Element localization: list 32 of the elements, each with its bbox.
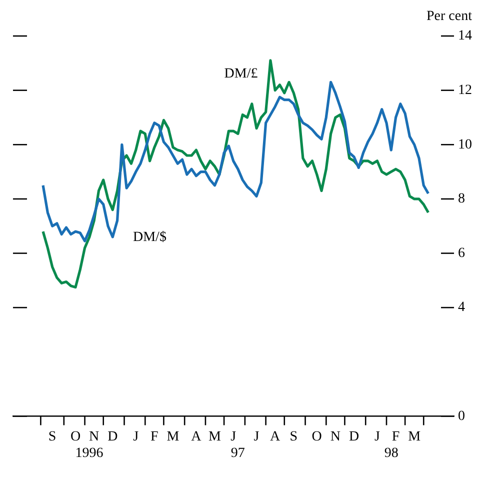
x-tick-label: D [348,429,360,444]
annotation: DM/£ [224,66,258,82]
x-tick-label: J [254,429,260,444]
y-tick-label: 0 [458,408,465,424]
x-tick-label: M [166,429,180,444]
x-tick-label: N [330,429,340,444]
x-tick-label: O [70,429,81,444]
x-tick-label: J [133,429,140,444]
x-tick-label: O [312,429,322,444]
text: 1996 [75,446,104,461]
x-tick-label: M [208,429,222,444]
y-tick-label: 4 [458,300,465,316]
y-tick-label: 8 [458,192,465,207]
y-tick-label: 14 [458,28,472,44]
x-tick-label: S [290,429,298,444]
text: 97 [230,446,245,461]
x-tick-label: A [191,429,202,444]
x-tick-label: D [108,429,118,444]
annotation: DM/$ [132,230,166,246]
y-tick-label: 10 [458,137,472,152]
x-tick-label: N [89,429,100,444]
x-tick-label: J [374,429,380,444]
y-tick-label: 12 [458,82,472,98]
y-axis-title: Per cent [426,9,472,24]
x-tick-label: J [230,429,237,444]
x-tick-label: A [270,429,282,444]
x-tick-label: M [408,429,422,444]
y-tick-label: 6 [458,246,465,261]
text: 98 [384,446,398,461]
x-tick-label: S [48,429,56,444]
x-tick-label: F [150,429,159,444]
x-tick-label: F [392,429,400,444]
